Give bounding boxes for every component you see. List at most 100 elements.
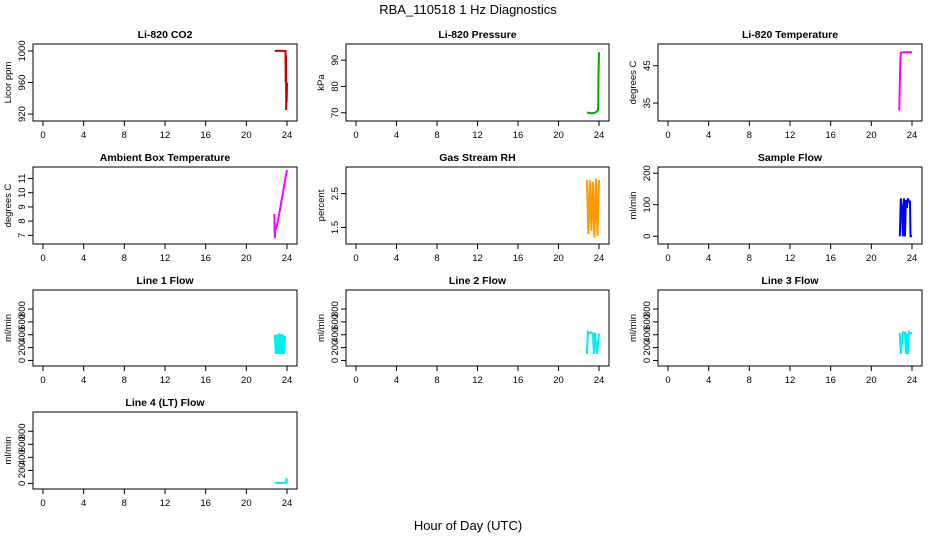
x-tick-label: 24 bbox=[282, 253, 293, 264]
x-tick-label: 12 bbox=[160, 375, 171, 386]
x-tick-label: 12 bbox=[160, 498, 171, 509]
series-line bbox=[274, 49, 288, 111]
y-tick-label: 200 bbox=[330, 340, 341, 356]
y-axis-label: Licor ppm bbox=[3, 62, 14, 104]
x-tick-label: 24 bbox=[594, 375, 605, 386]
series-line bbox=[586, 52, 600, 115]
y-tick-label: 800 bbox=[17, 423, 28, 439]
y-axis-label: ml/min bbox=[3, 314, 14, 342]
x-tick-label: 0 bbox=[665, 253, 670, 264]
y-tick-label: 9 bbox=[17, 204, 28, 209]
x-tick-label: 16 bbox=[200, 498, 211, 509]
x-tick-label: 8 bbox=[122, 130, 127, 141]
x-tick-label: 24 bbox=[907, 375, 918, 386]
x-tick-label: 24 bbox=[282, 130, 293, 141]
y-axis-label: ml/min bbox=[3, 437, 14, 465]
x-tick-label: 16 bbox=[513, 375, 524, 386]
x-tick-label: 24 bbox=[282, 498, 293, 509]
x-tick-label: 20 bbox=[553, 253, 564, 264]
y-tick-label: 8 bbox=[17, 218, 28, 223]
y-tick-label: 90 bbox=[330, 55, 341, 66]
y-tick-label: 7 bbox=[17, 233, 28, 238]
y-tick-label: 600 bbox=[17, 436, 28, 452]
x-tick-label: 20 bbox=[553, 130, 564, 141]
y-tick-label: 400 bbox=[642, 327, 653, 343]
y-tick-label: 0 bbox=[17, 481, 28, 486]
x-tick-label: 12 bbox=[785, 375, 796, 386]
panel-title: Line 2 Flow bbox=[449, 275, 507, 287]
x-tick-label: 24 bbox=[594, 130, 605, 141]
plot-frame bbox=[345, 166, 610, 245]
series-line bbox=[274, 478, 288, 485]
y-tick-label: 200 bbox=[17, 462, 28, 478]
x-tick-label: 20 bbox=[866, 130, 877, 141]
y-tick-label: 920 bbox=[17, 106, 28, 122]
x-tick-label: 8 bbox=[747, 253, 752, 264]
plot-frame bbox=[32, 289, 298, 367]
chart-panel-4: Ambient Box Temperature 0 4 8 12 16 20 24 7 8 9 10 1… bbox=[3, 152, 298, 264]
series-line bbox=[898, 329, 913, 355]
y-axis-label: kPa bbox=[316, 74, 327, 91]
x-tick-label: 4 bbox=[81, 498, 86, 509]
x-tick-label: 8 bbox=[122, 253, 127, 264]
series-line bbox=[273, 333, 286, 355]
x-tick-label: 16 bbox=[200, 375, 211, 386]
series-line bbox=[585, 178, 600, 238]
x-tick-label: 0 bbox=[665, 375, 670, 386]
x-tick-label: 16 bbox=[513, 253, 524, 264]
x-axis-label: Hour of Day (UTC) bbox=[413, 518, 523, 533]
y-tick-label: 11 bbox=[17, 174, 28, 184]
y-tick-label: 800 bbox=[17, 301, 28, 317]
y-axis-label: ml/min bbox=[316, 314, 327, 342]
x-tick-label: 8 bbox=[747, 130, 752, 141]
x-tick-label: 24 bbox=[907, 130, 918, 141]
panel-title: Ambient Box Temperature bbox=[100, 152, 231, 164]
x-tick-label: 0 bbox=[40, 130, 45, 141]
series-line bbox=[585, 329, 600, 355]
x-tick-label: 4 bbox=[81, 130, 86, 141]
x-tick-label: 20 bbox=[241, 498, 252, 509]
figure-title: RBA_110518 1 Hz Diagnostics bbox=[379, 2, 557, 17]
plot-frame bbox=[32, 166, 298, 245]
x-tick-label: 12 bbox=[472, 375, 483, 386]
x-tick-label: 8 bbox=[122, 375, 127, 386]
y-tick-label: 200 bbox=[17, 340, 28, 356]
x-tick-label: 4 bbox=[394, 375, 399, 386]
y-tick-label: 800 bbox=[330, 301, 341, 317]
y-tick-label: 600 bbox=[642, 314, 653, 330]
x-tick-label: 16 bbox=[825, 375, 836, 386]
plot-frame bbox=[32, 411, 298, 490]
panel-title: Sample Flow bbox=[758, 152, 823, 164]
x-tick-label: 4 bbox=[706, 130, 711, 141]
panel-title: Line 1 Flow bbox=[136, 275, 194, 287]
y-tick-label: 600 bbox=[17, 314, 28, 330]
y-tick-label: 0 bbox=[17, 358, 28, 363]
y-tick-label: 800 bbox=[642, 301, 653, 317]
chart-panel-10: Line 4 (LT) Flow 0 4 8 12 16 20 24 0 200400600800… bbox=[3, 397, 298, 509]
x-tick-label: 12 bbox=[472, 253, 483, 264]
x-tick-label: 16 bbox=[825, 253, 836, 264]
y-tick-label: 1000 bbox=[17, 40, 28, 61]
x-tick-label: 4 bbox=[706, 375, 711, 386]
y-tick-label: 0 bbox=[642, 234, 653, 239]
y-tick-label: 200 bbox=[642, 165, 653, 181]
y-axis-label: percent bbox=[316, 189, 327, 221]
panel-title: Li-820 Pressure bbox=[438, 29, 516, 41]
chart-panel-9: Line 3 Flow 0 4 8 12 16 20 24 0 200400600800ml/mi… bbox=[628, 275, 923, 386]
y-tick-label: 35 bbox=[642, 98, 653, 109]
y-tick-label: 0 bbox=[642, 358, 653, 363]
x-tick-label: 0 bbox=[40, 375, 45, 386]
plot-frame bbox=[32, 43, 298, 122]
x-tick-label: 8 bbox=[747, 375, 752, 386]
plot-frame bbox=[345, 289, 610, 367]
x-tick-label: 0 bbox=[353, 253, 358, 264]
y-axis-label: degrees C bbox=[3, 183, 14, 227]
panel-title: Li-820 CO2 bbox=[138, 29, 193, 41]
panel-title: Line 3 Flow bbox=[761, 275, 819, 287]
y-tick-label: 1.5 bbox=[330, 221, 341, 234]
x-tick-label: 20 bbox=[553, 375, 564, 386]
series-line bbox=[273, 169, 288, 239]
